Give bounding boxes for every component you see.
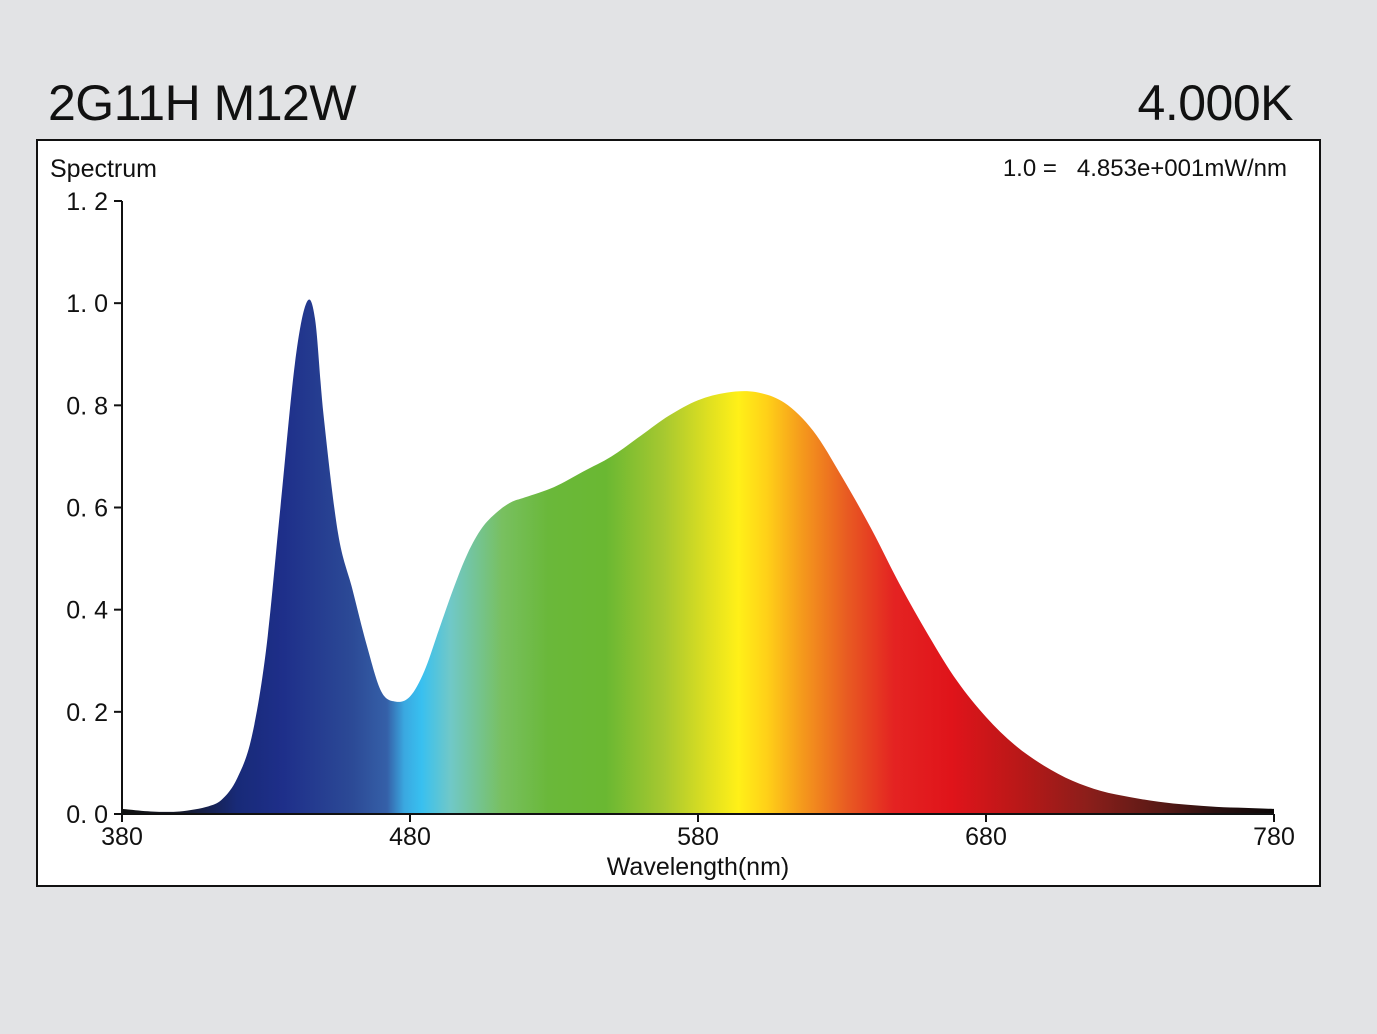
panel-title: Spectrum [50,155,157,183]
y-tick-label: 0. 4 [66,597,108,625]
spectrum-area [122,299,1274,814]
spectrum-panel: Spectrum 1.0 = 4.853e+001mW/nm [36,139,1321,887]
y-tick-label: 0. 0 [66,801,108,829]
axes: 0. 0 0. 2 0. 4 0. 6 0. 8 1. 0 1. 2 380 480 580 680… [66,188,1295,881]
y-tick-label: 0. 8 [66,392,108,420]
x-tick-label: 380 [101,823,143,851]
x-tick-label: 680 [965,823,1007,851]
x-tick-label: 480 [389,823,431,851]
y-tick-label: 1. 0 [66,290,108,318]
color-temperature: 4.000K [1137,75,1294,131]
x-tick-label: 580 [677,823,719,851]
y-tick-label: 0. 6 [66,495,108,523]
spectrum-chart: 0. 0 0. 2 0. 4 0. 6 0. 8 1. 0 1. 2 380 480 580 680… [66,188,1295,881]
product-name: 2G11H M12W [48,75,357,131]
scale-note: 1.0 = 4.853e+001mW/nm [1002,155,1287,182]
y-tick-label: 1. 2 [66,188,108,216]
x-axis-title: Wavelength(nm) [607,853,789,881]
x-tick-label: 780 [1253,823,1295,851]
y-tick-label: 0. 2 [66,699,108,727]
